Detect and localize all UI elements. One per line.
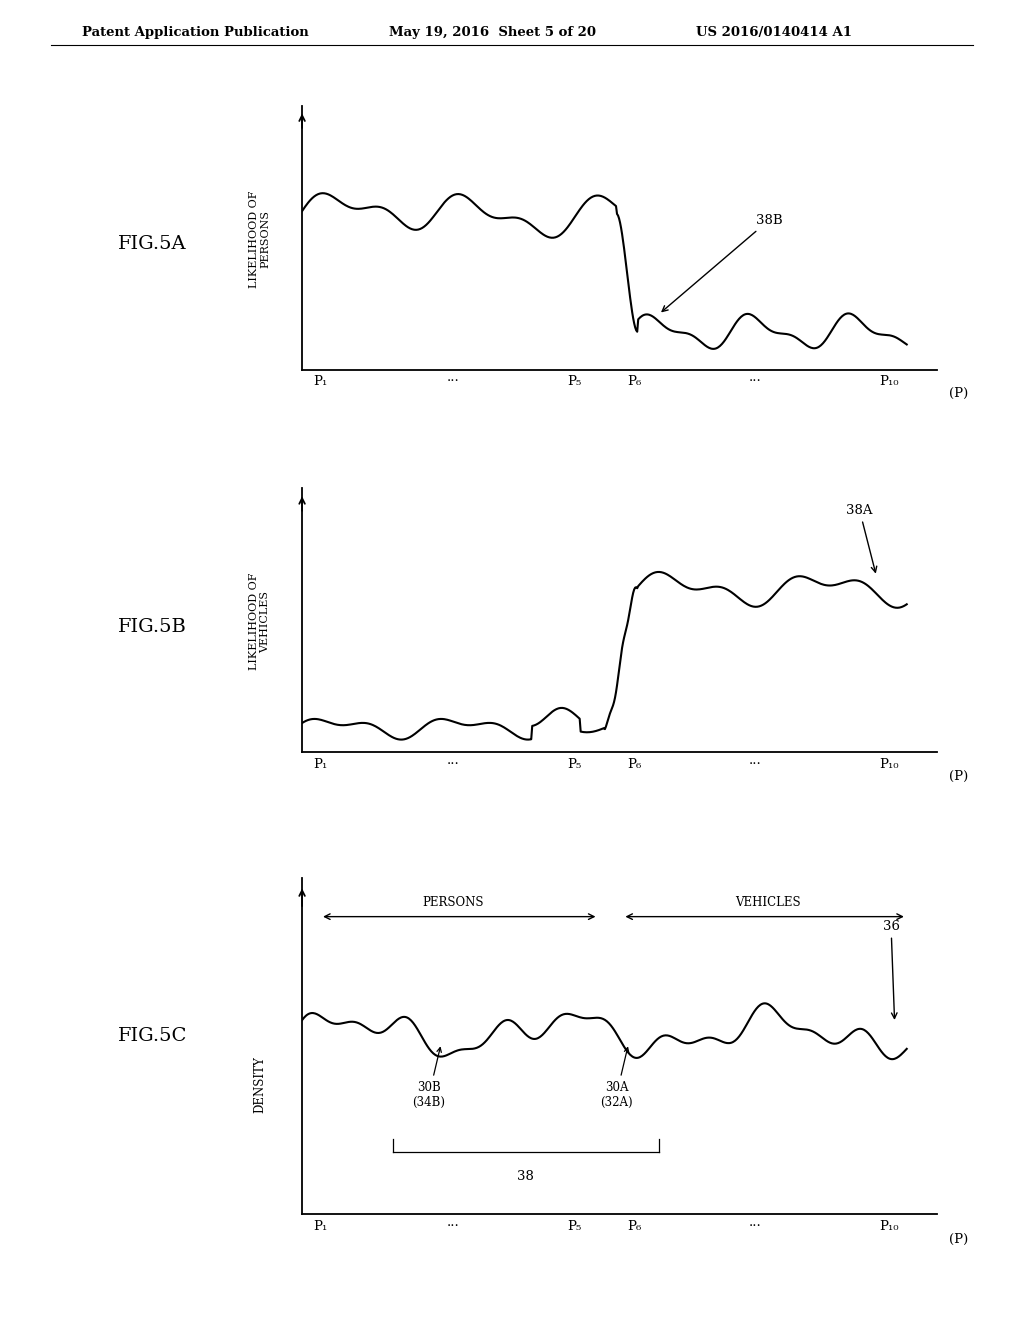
Text: PERSONS: PERSONS (423, 896, 484, 909)
Text: (P): (P) (949, 1233, 969, 1246)
Text: 38A: 38A (846, 503, 877, 572)
Text: (P): (P) (949, 770, 969, 783)
Text: DENSITY: DENSITY (253, 1056, 266, 1113)
Text: 38B: 38B (663, 214, 782, 312)
Text: 30B
(34B): 30B (34B) (413, 1048, 445, 1109)
Text: May 19, 2016  Sheet 5 of 20: May 19, 2016 Sheet 5 of 20 (389, 26, 596, 40)
Text: US 2016/0140414 A1: US 2016/0140414 A1 (696, 26, 852, 40)
Text: LIKELIHOOD OF
VEHICLES: LIKELIHOOD OF VEHICLES (249, 573, 270, 671)
Text: (P): (P) (949, 387, 969, 400)
Text: VEHICLES: VEHICLES (735, 896, 801, 909)
Text: LIKELIHOOD OF
PERSONS: LIKELIHOOD OF PERSONS (249, 190, 270, 288)
Text: FIG.5A: FIG.5A (118, 235, 186, 253)
Text: Patent Application Publication: Patent Application Publication (82, 26, 308, 40)
Text: 36: 36 (883, 920, 899, 1019)
Text: FIG.5C: FIG.5C (118, 1027, 187, 1045)
Text: FIG.5B: FIG.5B (118, 618, 186, 636)
Text: 30A
(32A): 30A (32A) (600, 1048, 633, 1109)
Text: 38: 38 (517, 1171, 535, 1184)
